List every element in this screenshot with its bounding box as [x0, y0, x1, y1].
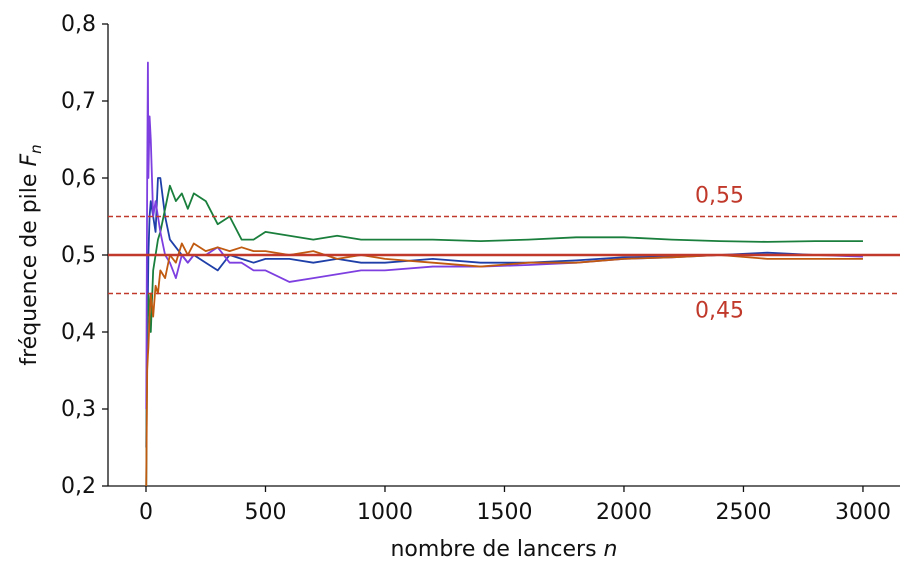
y-tick-label: 0,6: [61, 166, 96, 191]
reference-label: 0,45: [695, 299, 744, 324]
y-tick-label: 0,3: [61, 397, 96, 422]
series-line: [145, 61, 863, 410]
y-label-subscript: n: [27, 144, 45, 154]
x-tick-label: 1500: [476, 500, 532, 525]
y-label-text: fréquence de pile: [17, 174, 42, 366]
x-axis-label: nombre de lancers n: [390, 537, 617, 562]
x-tick-label: 3000: [835, 500, 891, 525]
x-tick-label: 0: [139, 500, 153, 525]
x-tick-label: 500: [244, 500, 286, 525]
series-line: [145, 242, 863, 487]
y-label-variable: F: [17, 154, 42, 167]
x-tick-label: 2000: [596, 500, 652, 525]
x-tick-label: 1000: [357, 500, 413, 525]
y-tick-label: 0,7: [61, 89, 96, 114]
x-tick-label: 2500: [715, 500, 771, 525]
y-axis-label: fréquence de pile Fn: [17, 144, 45, 365]
series-line: [145, 184, 863, 487]
y-tick-label: 0,5: [61, 243, 96, 268]
y-tick-label: 0,4: [61, 320, 96, 345]
x-label-text: nombre de lancers: [390, 537, 596, 562]
series-line: [145, 177, 863, 448]
x-label-variable: n: [604, 537, 618, 562]
y-tick-label: 0,8: [61, 12, 96, 37]
reference-label: 0,55: [695, 184, 744, 209]
y-tick-label: 0,2: [61, 474, 96, 499]
